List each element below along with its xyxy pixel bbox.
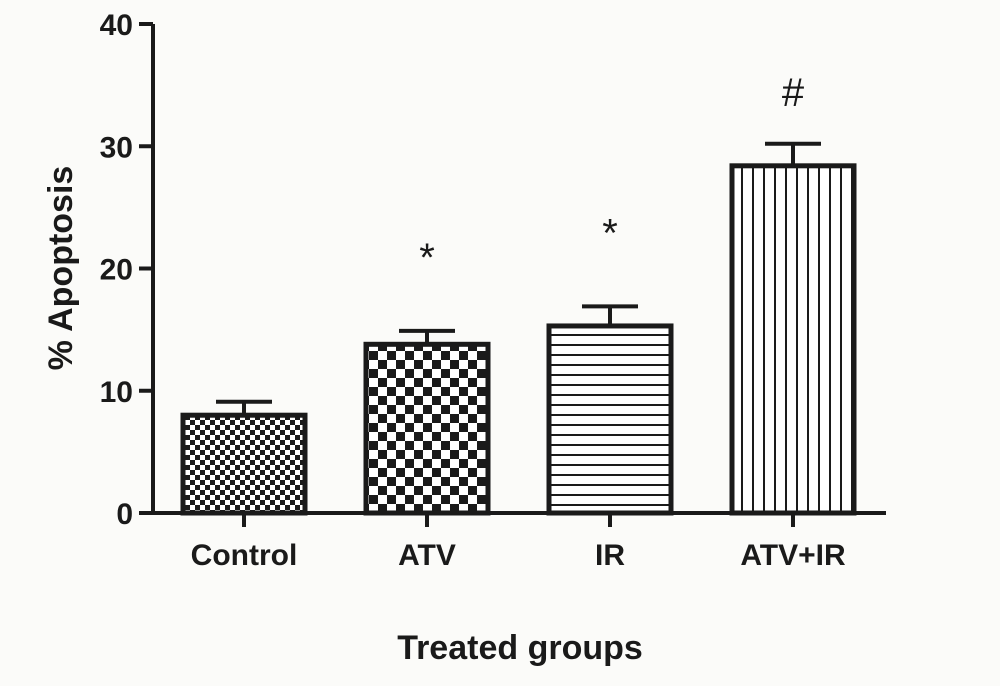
y-tick-label: 0 <box>116 498 133 531</box>
x-axis-title: Treated groups <box>397 629 643 667</box>
x-ticks: Control ATV IR ATV+IR <box>191 513 846 572</box>
y-tick-label: 30 <box>100 131 133 164</box>
bar-ir <box>546 323 674 516</box>
bar-atv <box>363 341 491 516</box>
bar-control <box>180 412 308 516</box>
bar-atv-ir <box>729 163 857 516</box>
x-tick-label: Control <box>191 539 298 572</box>
x-tick-label: ATV <box>398 539 456 572</box>
significance-marker: # <box>782 71 805 115</box>
y-tick-label: 10 <box>100 376 133 409</box>
y-tick-label: 20 <box>100 254 133 287</box>
y-ticks: 0 10 20 30 40 <box>100 9 153 531</box>
x-tick-label: IR <box>595 539 625 572</box>
y-axis-title: % Apoptosis <box>42 166 80 371</box>
significance-marker: * <box>419 236 435 280</box>
y-tick-label: 40 <box>100 9 133 42</box>
x-tick-label: ATV+IR <box>740 539 846 572</box>
bars: * * # <box>180 71 857 516</box>
significance-marker: * <box>602 211 618 255</box>
